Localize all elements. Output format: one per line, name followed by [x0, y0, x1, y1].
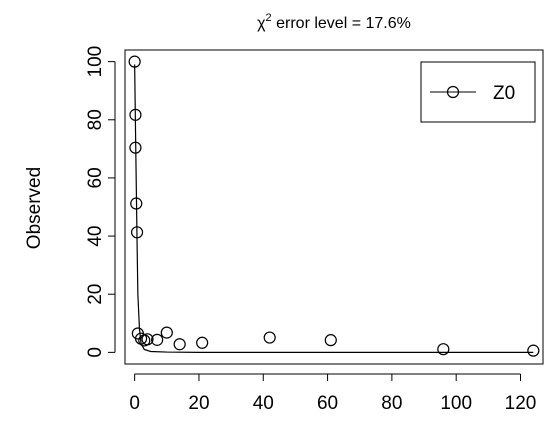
y-tick-label: 40 — [85, 226, 106, 247]
data-point — [128, 55, 141, 68]
legend: Z0 — [420, 61, 536, 123]
data-point — [129, 141, 142, 154]
y-tick-label: 100 — [85, 46, 106, 78]
chart-title-text: error level = 17.6% — [272, 15, 411, 32]
data-point — [129, 108, 142, 121]
data-point — [160, 326, 173, 339]
data-point — [141, 333, 154, 346]
data-point — [527, 344, 540, 357]
data-point — [130, 226, 144, 239]
y-tick-label: 20 — [85, 284, 106, 305]
y-axis: 0 20 40 60 80 100 — [85, 46, 116, 358]
y-tick-label: 0 — [85, 347, 106, 358]
x-tick-label: 100 — [440, 393, 472, 414]
series-layer — [128, 55, 540, 357]
x-tick-label: 80 — [381, 393, 402, 414]
chart-title: χ2 error level = 17.6% — [257, 12, 411, 32]
y-tick-label: 60 — [85, 167, 106, 188]
x-tick-label: 0 — [129, 393, 140, 414]
y-tick-label: 80 — [85, 109, 106, 130]
fit-line-z0 — [134, 64, 534, 353]
x-tick-label: 60 — [317, 393, 338, 414]
x-tick-label: 120 — [505, 393, 537, 414]
x-tick-label: 40 — [253, 393, 274, 414]
x-axis: 0 20 40 60 80 100 120 — [129, 373, 537, 414]
legend-marker — [446, 85, 460, 99]
plot-frame — [124, 49, 544, 365]
chart-title-chi: χ — [257, 15, 266, 32]
legend-label-z0: Z0 — [493, 83, 515, 104]
chart-title-superscript: 2 — [266, 12, 272, 24]
x-tick-label: 20 — [188, 393, 209, 414]
data-point — [130, 197, 143, 210]
data-point — [437, 343, 450, 356]
data-point — [324, 334, 337, 347]
data-point — [196, 336, 209, 349]
y-axis-label: Observed — [24, 167, 45, 249]
data-point — [173, 338, 186, 351]
data-point — [151, 333, 164, 346]
data-point — [263, 331, 276, 344]
